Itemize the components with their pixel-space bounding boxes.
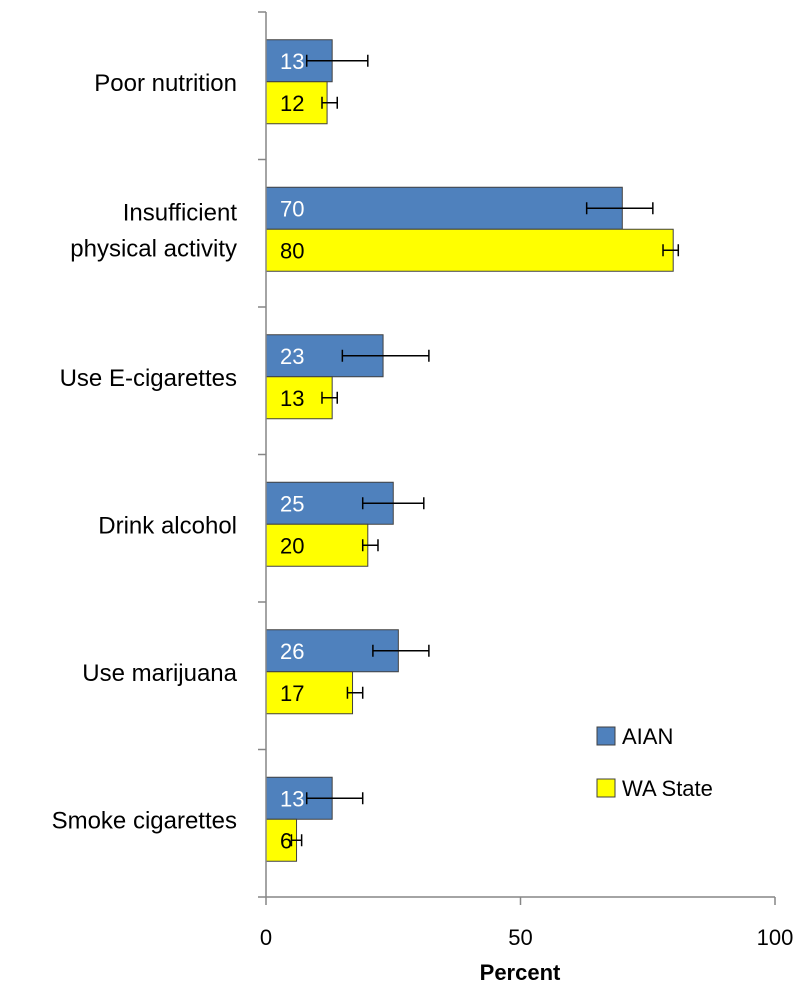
legend-label: WA State [622, 776, 713, 801]
data-label: 20 [280, 533, 304, 558]
x-tick-label: 0 [260, 925, 272, 950]
category-label: Smoke cigarettes [52, 807, 237, 834]
data-label: 13 [280, 49, 304, 74]
category-label: Use E-cigarettes [60, 365, 237, 392]
data-label: 12 [280, 91, 304, 116]
bar-wa-state [265, 376, 333, 420]
axes: 0 50 100 Poor nutrition Insufficient physical… [52, 11, 794, 950]
legend: AIAN WA State [596, 724, 713, 801]
data-label: 23 [280, 344, 304, 369]
x-axis-title: Percent [480, 960, 561, 985]
legend-label: AIAN [622, 724, 673, 749]
category-label: Use marijuana [82, 660, 237, 687]
data-label: 25 [280, 491, 304, 516]
data-label: 80 [280, 238, 304, 263]
bar-aian [265, 186, 623, 230]
bars-layer: 13 12 70 80 23 13 25 20 26 17 13 6 [265, 39, 680, 862]
legend-swatch [596, 778, 616, 798]
data-label: 13 [280, 786, 304, 811]
data-label: 13 [280, 386, 304, 411]
category-label: Drink alcohol [98, 512, 237, 539]
bar-wa-state [265, 228, 674, 272]
data-label: 6 [280, 828, 292, 853]
bar-wa-state [265, 523, 369, 567]
bar-wa-state [265, 81, 328, 125]
data-label: 26 [280, 639, 304, 664]
category-label: physical activity [70, 235, 237, 262]
x-tick-label: 100 [757, 925, 794, 950]
category-label: Insufficient [123, 199, 238, 226]
category-label: Poor nutrition [94, 70, 237, 97]
bar-wa-state [265, 671, 354, 715]
data-label: 17 [280, 681, 304, 706]
x-tick-label: 50 [508, 925, 532, 950]
legend-swatch [596, 726, 616, 746]
data-label: 70 [280, 196, 304, 221]
